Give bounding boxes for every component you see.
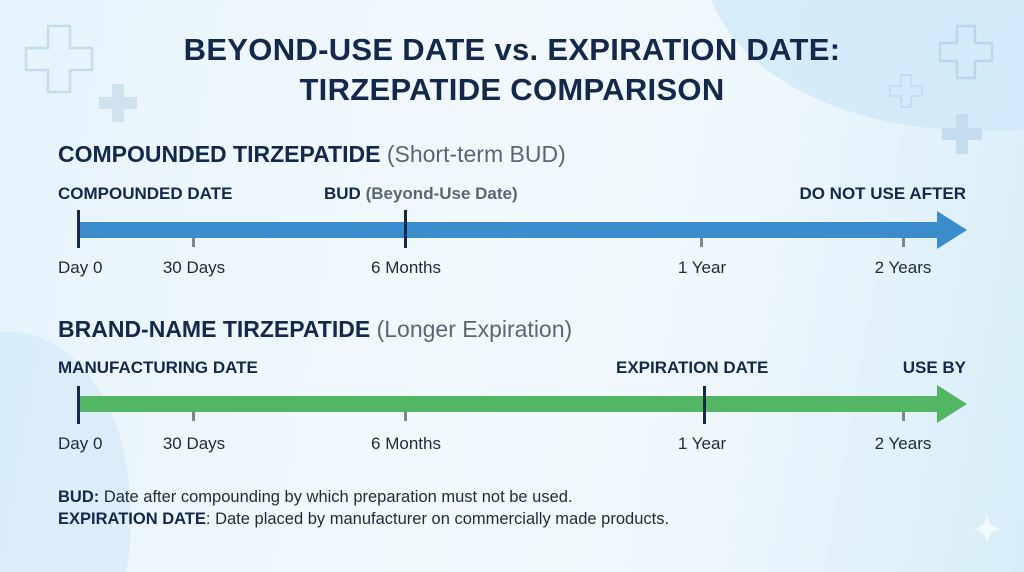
expiration-marker-label: EXPIRATION DATE — [616, 358, 769, 377]
tick-2years — [902, 412, 905, 421]
medical-cross-icon — [942, 114, 982, 154]
brand-section-heading: BRAND-NAME TIRZEPATIDE (Longer Expiratio… — [58, 316, 572, 343]
tick-bud-major — [404, 210, 407, 248]
tick-day0-major — [77, 210, 80, 248]
brand-heading-sub: (Longer Expiration) — [376, 316, 573, 342]
compounded-heading-main: COMPOUNDED TIRZEPATIDE — [58, 141, 381, 167]
tick-label: 1 Year — [677, 258, 727, 277]
compounded-heading-sub: (Short-term BUD) — [386, 141, 566, 167]
tick-label: Day 0 — [58, 434, 103, 453]
tick-label: 30 Days — [162, 258, 226, 277]
title-line-1: BEYOND-USE DATE vs. EXPIRATION DATE: — [183, 32, 841, 67]
tick-label: Day 0 — [58, 258, 103, 277]
tick-30days — [192, 412, 195, 421]
expiration-definition-text: : Date placed by manufacturer on commerc… — [205, 510, 670, 528]
brand-timeline-bar — [78, 396, 940, 412]
page-title: BEYOND-USE DATE vs. EXPIRATION DATE: TIR… — [0, 30, 1024, 110]
expiration-term: EXPIRATION DATE — [58, 510, 206, 528]
title-line-2: TIRZEPATIDE COMPARISON — [299, 72, 725, 107]
tick-label: 1 Year — [677, 434, 727, 453]
brand-arrowhead-icon — [937, 385, 967, 423]
tick-6months — [404, 412, 407, 421]
tick-label: 2 Years — [874, 434, 932, 453]
compounded-start-label: COMPOUNDED DATE — [58, 184, 233, 203]
sparkle-icon — [972, 514, 1002, 544]
tick-2years — [902, 238, 905, 247]
brand-heading-main: BRAND-NAME TIRZEPATIDE — [58, 316, 371, 342]
tick-1year — [700, 238, 703, 247]
brand-start-label: MANUFACTURING DATE — [58, 358, 258, 377]
compounded-timeline-bar — [78, 222, 940, 238]
compounded-end-label: DO NOT USE AFTER — [799, 184, 966, 203]
bud-term: BUD: — [58, 488, 100, 506]
tick-day0-major — [77, 386, 80, 424]
tick-label: 2 Years — [874, 258, 932, 277]
bud-label-main: BUD — [324, 184, 361, 203]
definitions: BUD: Date after compounding by which pre… — [58, 486, 669, 530]
tick-expiration-major — [703, 386, 706, 424]
compounded-section-heading: COMPOUNDED TIRZEPATIDE (Short-term BUD) — [58, 141, 566, 168]
tick-label: 30 Days — [162, 434, 226, 453]
bud-definition: BUD: Date after compounding by which pre… — [58, 486, 669, 508]
tick-30days — [192, 238, 195, 247]
tick-label: 6 Months — [371, 258, 441, 277]
tick-label: 6 Months — [371, 434, 441, 453]
bud-definition-text: Date after compounding by which preparat… — [103, 488, 573, 506]
bud-label-sub: (Beyond-Use Date) — [365, 184, 518, 203]
brand-end-label: USE BY — [902, 358, 966, 377]
compounded-arrowhead-icon — [937, 211, 967, 249]
bud-marker-label: BUD (Beyond-Use Date) — [324, 184, 518, 204]
expiration-definition: EXPIRATION DATE: Date placed by manufact… — [58, 508, 669, 530]
